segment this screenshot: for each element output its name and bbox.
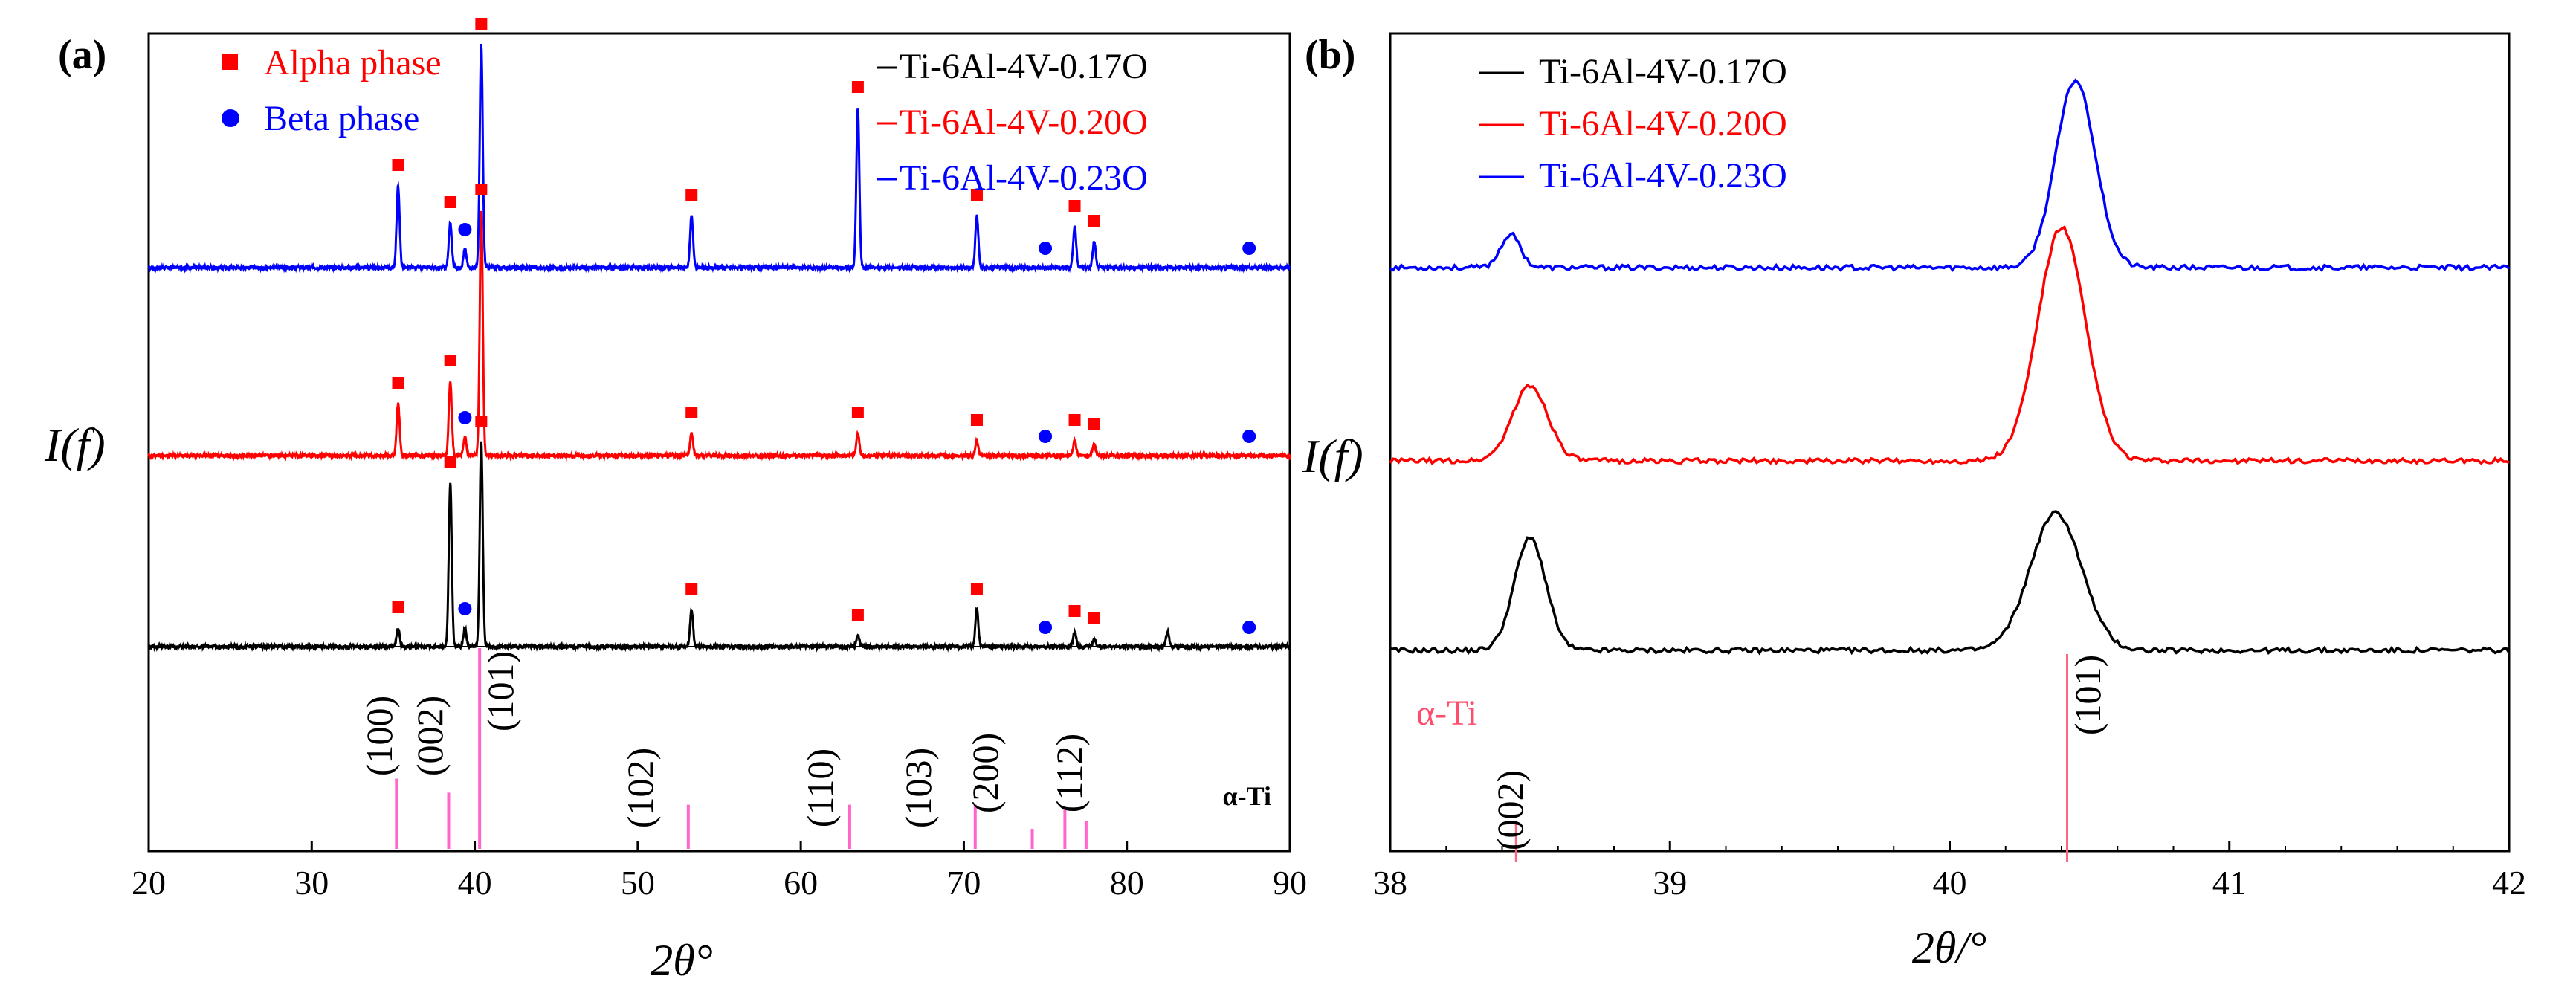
- hkl-label-110: (110): [799, 749, 841, 827]
- series-line-ti-6al-4v-0-23o: [1389, 78, 2511, 273]
- panel-b-series: [1389, 78, 2511, 656]
- alpha-phase-marker: [970, 414, 983, 426]
- panel-b-reference-lines: (002) (101): [1489, 654, 2108, 862]
- beta-phase-marker: [1039, 621, 1053, 634]
- x-tick-label: 41: [2212, 864, 2247, 902]
- panel-b-legend: Ti-6Al-4V-0.17O Ti-6Al-4V-0.20O Ti-6Al-4V-…: [1479, 52, 1787, 195]
- alpha-phase-marker: [475, 416, 488, 427]
- alpha-phase-marker: [970, 583, 983, 595]
- beta-phase-marker: [458, 411, 472, 424]
- series-line-ti-6al-4v-0-20o: [147, 210, 1291, 462]
- panel-a-series: [147, 44, 1291, 653]
- hkl-label-101: (101): [2067, 655, 2108, 735]
- panel-a-reference-label: α-Ti: [1223, 781, 1271, 811]
- hkl-label-101: (101): [480, 651, 521, 731]
- x-tick-label: 40: [458, 864, 492, 902]
- x-tick-label: 60: [784, 864, 818, 902]
- series-line-ti-6al-4v-0-17o: [1389, 510, 2511, 656]
- hkl-label-100: (100): [358, 696, 400, 776]
- beta-phase-marker: [1039, 430, 1053, 443]
- hkl-label-103: (103): [897, 748, 939, 828]
- alpha-phase-marker: [1068, 414, 1081, 426]
- panel-a-legend: Alpha phase Beta phase Ti-6Al-4V-0.17O Ti-6…: [222, 43, 1148, 198]
- alpha-phase-marker: [1088, 215, 1100, 227]
- alpha-phase-marker: [851, 81, 864, 93]
- legend-series-label: Ti-6Al-4V-0.17O: [1539, 52, 1787, 91]
- x-tick-label: 38: [1373, 864, 1407, 902]
- alpha-phase-marker: [1088, 418, 1100, 430]
- legend-series-label: Ti-6Al-4V-0.23O: [1539, 156, 1787, 195]
- panel-a: (a) I(f) 2θ° α-Ti 20 30 40 50 60 70 80 90 (100)…: [44, 18, 1307, 985]
- panel-b-reference-label: α-Ti: [1416, 694, 1477, 733]
- hkl-label-112: (112): [1048, 734, 1090, 812]
- x-tick-label: 39: [1653, 864, 1687, 902]
- series-line-ti-6al-4v-0-20o: [1389, 225, 2510, 465]
- alpha-phase-marker: [444, 355, 456, 366]
- beta-phase-marker: [1242, 430, 1256, 443]
- panel-a-phase-markers: [392, 18, 1256, 634]
- legend-beta-symbol: [222, 109, 239, 127]
- legend-phase-label: Alpha phase: [264, 43, 442, 83]
- panel-a-frame: [147, 32, 1291, 853]
- hkl-label-102: (102): [619, 748, 661, 828]
- legend-series-label: Ti-6Al-4V-0.20O: [1539, 104, 1787, 143]
- panel-b-xlabel: 2θ/°: [1912, 923, 1986, 972]
- x-tick-label: 90: [1273, 864, 1307, 902]
- alpha-phase-marker: [475, 184, 488, 195]
- alpha-phase-marker: [392, 377, 404, 389]
- legend-series-label: Ti-6Al-4V-0.17O: [900, 47, 1148, 86]
- alpha-phase-marker: [1068, 200, 1081, 212]
- legend-series-label: Ti-6Al-4V-0.20O: [900, 103, 1148, 142]
- x-tick-label: 80: [1110, 864, 1144, 902]
- panel-b-ylabel: I(f): [1302, 430, 1363, 482]
- alpha-phase-marker: [685, 583, 698, 595]
- beta-phase-marker: [1242, 621, 1256, 634]
- alpha-phase-marker: [444, 456, 456, 468]
- beta-phase-marker: [1242, 242, 1256, 255]
- alpha-phase-marker: [685, 407, 698, 418]
- panel-b-x-axis: 38 39 40 41 42: [1373, 841, 2526, 902]
- x-tick-label: 40: [1933, 864, 1967, 902]
- x-tick-label: 50: [621, 864, 655, 902]
- panel-a-x-axis: 20 30 40 50 60 70 80 90: [132, 841, 1307, 902]
- panel-b: (b) I(f) 2θ/° α-Ti 38 39 40 41 42 (002) (101)…: [1302, 32, 2526, 972]
- panel-a-label: (a): [58, 32, 106, 78]
- hkl-label-200: (200): [964, 733, 1006, 813]
- beta-phase-marker: [1039, 242, 1053, 255]
- panel-a-xlabel: 2θ°: [651, 936, 712, 985]
- alpha-phase-marker: [851, 609, 864, 621]
- hkl-label-002: (002): [1489, 770, 1531, 850]
- beta-phase-marker: [458, 602, 472, 615]
- hkl-label-002: (002): [409, 696, 451, 776]
- series-line-ti-6al-4v-0-23o: [147, 44, 1291, 274]
- alpha-phase-marker: [444, 196, 456, 208]
- panel-a-reference-lines: (100) (002) (101) (102) (110) (103) (200) (112): [358, 648, 1090, 849]
- alpha-phase-marker: [685, 189, 698, 201]
- legend-series-label: Ti-6Al-4V-0.23O: [900, 158, 1148, 198]
- panel-b-label: (b): [1305, 32, 1355, 78]
- x-tick-label: 30: [294, 864, 329, 902]
- legend-alpha-symbol: [222, 54, 238, 70]
- alpha-phase-marker: [970, 189, 983, 201]
- beta-phase-marker: [458, 223, 472, 236]
- series-line-ti-6al-4v-0-17o: [147, 441, 1291, 653]
- x-tick-label: 70: [946, 864, 981, 902]
- panel-a-ylabel: I(f): [44, 418, 106, 471]
- alpha-phase-marker: [392, 159, 404, 171]
- x-tick-label: 20: [132, 864, 166, 902]
- alpha-phase-marker: [475, 18, 488, 30]
- alpha-phase-marker: [1088, 612, 1100, 624]
- x-tick-label: 42: [2492, 864, 2526, 902]
- legend-phase-label: Beta phase: [264, 99, 419, 138]
- alpha-phase-marker: [392, 601, 404, 613]
- alpha-phase-marker: [851, 407, 864, 418]
- alpha-phase-marker: [1068, 605, 1081, 617]
